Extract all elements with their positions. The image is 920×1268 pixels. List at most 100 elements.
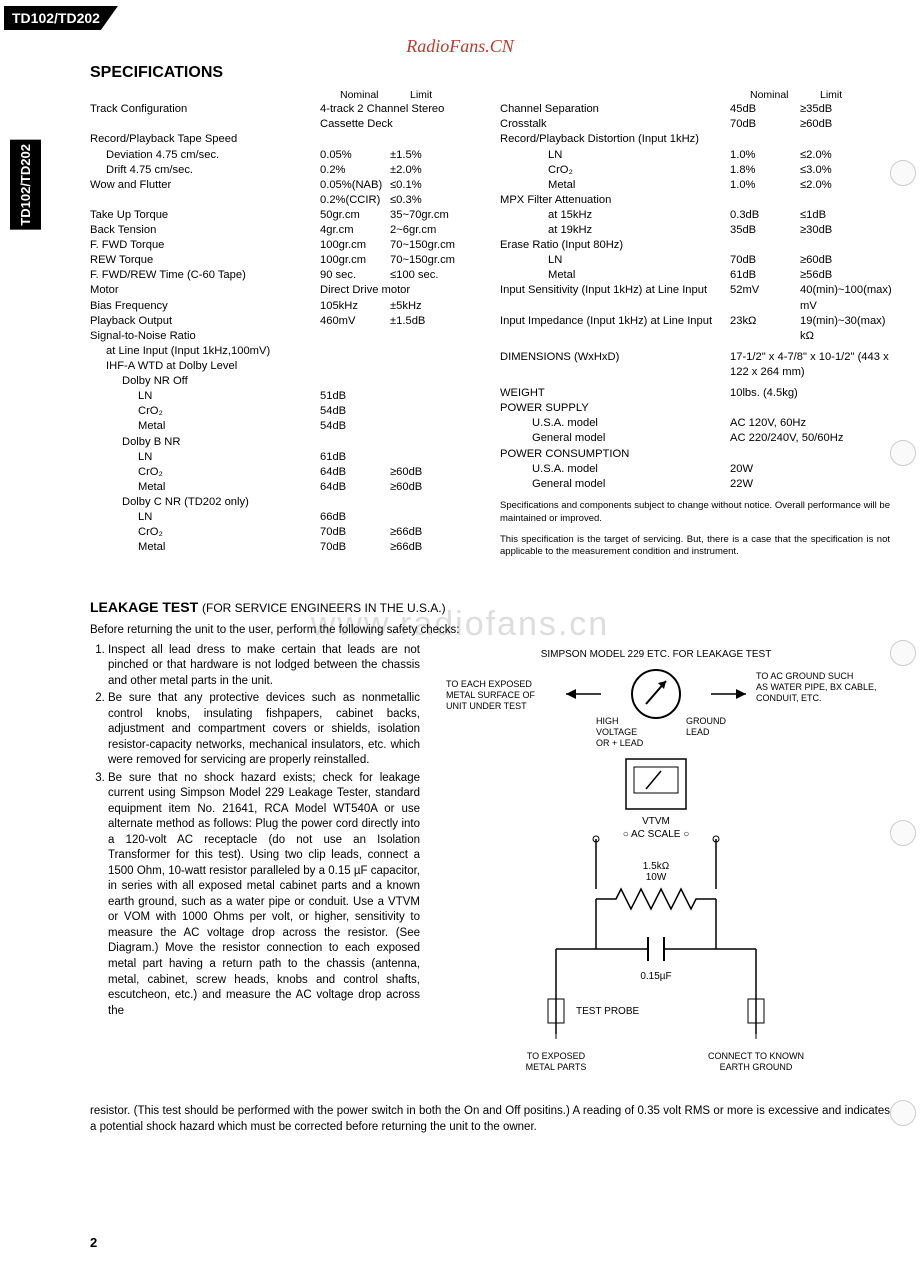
spec-label: Erase Ratio (Input 80Hz) xyxy=(500,238,890,253)
spec-label: F. FWD Torque xyxy=(90,238,320,253)
punch-hole xyxy=(890,1100,916,1126)
punch-hole xyxy=(890,440,916,466)
spec-limit: ≤0.3% xyxy=(390,193,480,208)
spec-limit: ≤3.0% xyxy=(800,163,890,178)
col-nominal: Nominal xyxy=(750,88,820,102)
spec-nominal: 100gr.cm xyxy=(320,238,390,253)
spec-nominal: 0.05%(NAB) xyxy=(320,178,390,193)
spec-tape: LN xyxy=(90,389,320,404)
spec-limit: 70~150gr.cm xyxy=(390,238,480,253)
spec-limit: ≤100 sec. xyxy=(390,268,480,283)
spec-tape: LN xyxy=(500,253,730,268)
spec-tape: CrO₂ xyxy=(90,525,320,540)
spec-limit: ≥60dB xyxy=(390,480,480,495)
spec-label: Drift 4.75 cm/sec. xyxy=(90,163,320,178)
spec-label: Input Sensitivity (Input 1kHz) at Line I… xyxy=(500,283,730,313)
spec-limit: ±5kHz xyxy=(390,299,480,314)
spec-label: at 15kHz xyxy=(500,208,730,223)
svg-text:TO AC GROUND SUCHAS WATER PIPE: TO AC GROUND SUCHAS WATER PIPE, BX CABLE… xyxy=(756,671,876,703)
spec-label: F. FWD/REW Time (C-60 Tape) xyxy=(90,268,320,283)
spec-label: Record/Playback Distortion (Input 1kHz) xyxy=(500,132,890,147)
spec-limit: ≤2.0% xyxy=(800,148,890,163)
spec-label: Record/Playback Tape Speed xyxy=(90,132,480,147)
spec-label: Bias Frequency xyxy=(90,299,320,314)
spec-limit: 70~150gr.cm xyxy=(390,253,480,268)
spec-limit: 40(min)~100(max) mV xyxy=(800,283,890,313)
spec-label: Track Configuration xyxy=(90,102,320,132)
spec-nominal: 0.2% xyxy=(320,163,390,178)
spec-columns: NominalLimit Track Configuration4-track … xyxy=(90,88,890,559)
spec-nominal: 90 sec. xyxy=(320,268,390,283)
spec-nominal: 64dB xyxy=(320,480,390,495)
svg-text:VTVM: VTVM xyxy=(642,816,670,827)
spec-nominal: 51dB xyxy=(320,389,390,404)
spec-tape: CrO₂ xyxy=(90,404,320,419)
spec-tape: Metal xyxy=(90,419,320,434)
spec-label: Channel Separation xyxy=(500,102,730,117)
spec-nominal: 35dB xyxy=(730,223,800,238)
model-tab-top: TD102/TD202 xyxy=(4,6,118,30)
spec-limit: ≤1dB xyxy=(800,208,890,223)
svg-text:○ AC SCALE ○: ○ AC SCALE ○ xyxy=(623,829,690,840)
spec-note: Specifications and components subject to… xyxy=(500,500,890,526)
spec-tape: Metal xyxy=(90,540,320,555)
spec-nominal: 66dB xyxy=(320,510,390,525)
spec-header: SPECIFICATIONS xyxy=(90,64,890,82)
spec-nominal: 61dB xyxy=(320,450,390,465)
spec-label: WEIGHT xyxy=(500,386,730,401)
spec-nominal: 0.3dB xyxy=(730,208,800,223)
content: SPECIFICATIONS NominalLimit Track Config… xyxy=(90,60,890,1135)
svg-text:HIGHVOLTAGEOR + LEAD: HIGHVOLTAGEOR + LEAD xyxy=(596,716,644,748)
spec-nominal: 70dB xyxy=(320,525,390,540)
spec-label: Motor xyxy=(90,283,320,298)
watermark-top: RadioFans.CN xyxy=(0,36,920,57)
spec-label: POWER CONSUMPTION xyxy=(500,447,890,462)
spec-limit: ≥66dB xyxy=(390,540,480,555)
model-tab-side: TD102/TD202 xyxy=(10,140,41,230)
spec-nominal: 460mV xyxy=(320,314,390,329)
spec-tape: CrO₂ xyxy=(90,465,320,480)
spec-tape: LN xyxy=(500,148,730,163)
spec-label: Back Tension xyxy=(90,223,320,238)
punch-hole xyxy=(890,820,916,846)
spec-nominal: 1.0% xyxy=(730,178,800,193)
leakage-intro: Before returning the unit to the user, p… xyxy=(90,623,890,639)
spec-limit: ≥66dB xyxy=(390,525,480,540)
spec-col-left: NominalLimit Track Configuration4-track … xyxy=(90,88,480,559)
spec-nominal: 45dB xyxy=(730,102,800,117)
spec-nominal: 0.2%(CCIR) xyxy=(320,193,390,208)
spec-label: DIMENSIONS (WxHxD) xyxy=(500,350,730,380)
spec-label: U.S.A. model xyxy=(500,462,730,477)
spec-label: Take Up Torque xyxy=(90,208,320,223)
spec-tape: LN xyxy=(90,510,320,525)
spec-label: Deviation 4.75 cm/sec. xyxy=(90,148,320,163)
leakage-item: Inspect all lead dress to make certain t… xyxy=(108,643,420,690)
spec-nominal: 0.05% xyxy=(320,148,390,163)
leakage-body: Before returning the unit to the user, p… xyxy=(90,623,890,1135)
punch-hole xyxy=(890,160,916,186)
spec-label: MPX Filter Attenuation xyxy=(500,193,890,208)
spec-tape: Metal xyxy=(500,178,730,193)
spec-label: General model xyxy=(500,431,730,446)
col-limit: Limit xyxy=(410,88,480,102)
page-number: 2 xyxy=(90,1235,97,1250)
spec-label: General model xyxy=(500,477,730,492)
spec-limit: ≤2.0% xyxy=(800,178,890,193)
spec-limit: ≥60dB xyxy=(800,253,890,268)
spec-label: POWER SUPPLY xyxy=(500,401,890,416)
spec-nominal: 70dB xyxy=(730,253,800,268)
spec-limit: ≥30dB xyxy=(800,223,890,238)
page: TD102/TD202 TD102/TD202 RadioFans.CN www… xyxy=(0,0,920,1268)
leakage-subtitle: (FOR SERVICE ENGINEERS IN THE U.S.A.) xyxy=(202,601,446,615)
spec-value: 4-track 2 Channel Stereo Cassette Deck xyxy=(320,102,480,132)
svg-text:CONNECT TO KNOWNEARTH GROUND: CONNECT TO KNOWNEARTH GROUND xyxy=(708,1051,804,1072)
spec-limit: ≥35dB xyxy=(800,102,890,117)
spec-nominal: 1.0% xyxy=(730,148,800,163)
spec-col-right: NominalLimit Channel Separation45dB≥35dB… xyxy=(500,88,890,559)
spec-limit: 35~70gr.cm xyxy=(390,208,480,223)
leakage-title-main: LEAKAGE TEST xyxy=(90,599,198,615)
svg-text:0.15µF: 0.15µF xyxy=(640,971,671,982)
spec-nominal: 70dB xyxy=(730,117,800,132)
svg-text:SIMPSON MODEL 229 ETC. FOR LEA: SIMPSON MODEL 229 ETC. FOR LEAKAGE TEST xyxy=(541,649,772,660)
col-nominal: Nominal xyxy=(340,88,410,102)
